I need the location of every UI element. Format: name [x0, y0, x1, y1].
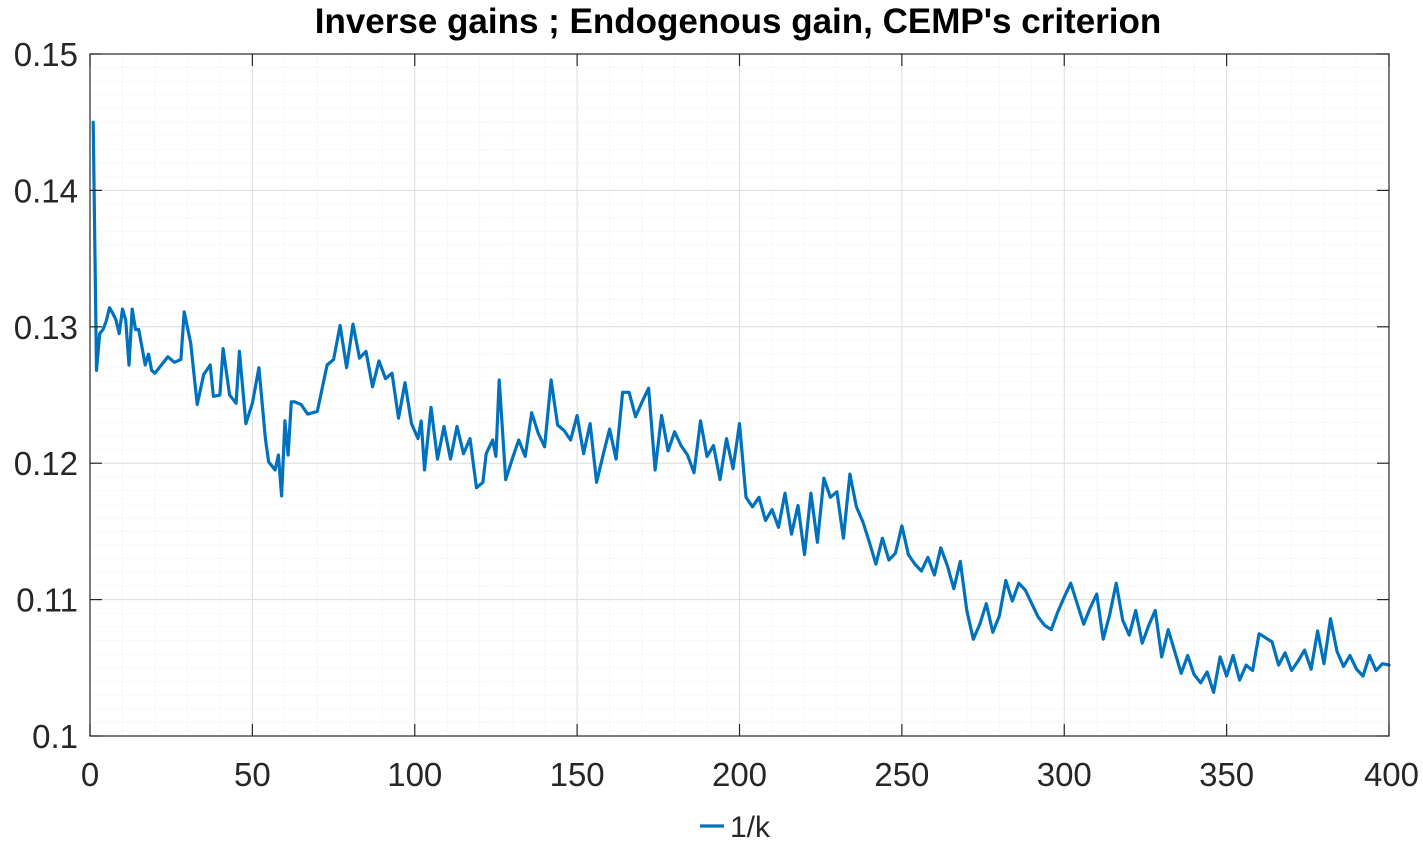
grid: [89, 53, 1390, 737]
legend: 1/k: [700, 811, 771, 841]
y-tick-label: 0.15: [14, 36, 78, 73]
x-tick-label: 0: [81, 756, 99, 793]
y-tick-label: 0.11: [16, 582, 78, 619]
y-tick-label: 0.1: [32, 718, 78, 755]
x-tick-label: 200: [712, 756, 767, 793]
x-tick-label: 50: [234, 756, 271, 793]
x-tick-label: 150: [550, 756, 605, 793]
series-line-0: [91, 120, 1391, 695]
x-tick-label: 350: [1199, 756, 1254, 793]
x-tick-label: 100: [387, 756, 442, 793]
axis-ticks: 0 50 100 150 200 250 300 350 400 0.1 0.11 0.12 0.13 0…: [14, 36, 1419, 793]
x-tick-label: 400: [1364, 756, 1419, 793]
x-tick-label: 300: [1037, 756, 1092, 793]
y-tick-label: 0.14: [14, 172, 78, 209]
y-tick-label: 0.12: [14, 445, 78, 482]
chart-title: Inverse gains ; Endogenous gain, CEMP's …: [315, 2, 1162, 41]
x-tick-label: 250: [874, 756, 929, 793]
y-tick-label: 0.13: [14, 309, 78, 346]
legend-label: 1/k: [730, 811, 771, 841]
series-group: [91, 120, 1391, 695]
